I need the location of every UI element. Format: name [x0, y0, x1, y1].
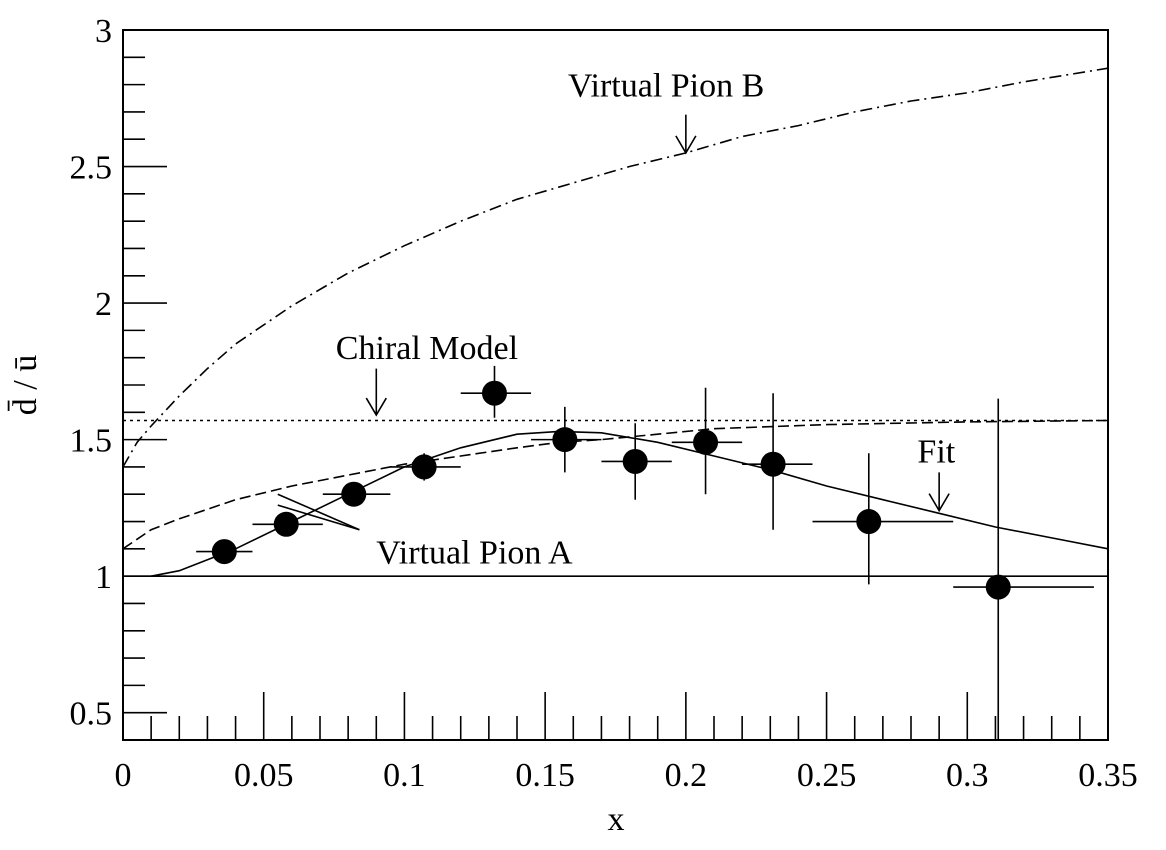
model-curves	[122, 67, 1109, 577]
arrow-head-fit	[928, 493, 950, 513]
x-tick-label: 0.25	[797, 757, 857, 794]
y-tick-labels: 0.5 1 1.5 2 2.5 3	[70, 13, 113, 733]
plot-frame	[122, 29, 1109, 741]
y-tick-label: 2.5	[70, 150, 113, 187]
axis-ticks	[122, 29, 1109, 741]
arrow-head-virtual-pion-b	[675, 135, 697, 155]
arrow-head-chiral-model	[365, 397, 387, 417]
data-point	[273, 511, 299, 537]
y-tick-label: 3	[95, 13, 112, 50]
annotations: Virtual Pion B Chiral Model Fit Virtual Pio…	[277, 68, 956, 572]
data-point	[693, 429, 719, 455]
y-tick-label: 1	[95, 559, 112, 596]
annotation-virtual-pion-b: Virtual Pion B	[568, 68, 764, 105]
x-tick-label: 0.35	[1078, 757, 1138, 794]
x-axis-title: x	[608, 801, 625, 838]
x-tick-label: 0	[115, 757, 132, 794]
data-point	[622, 448, 648, 474]
y-tick-label: 1.5	[70, 423, 113, 460]
data-point	[481, 380, 507, 406]
x-tick-label: 0.15	[515, 757, 575, 794]
pointer-line-virtual-pion-a	[277, 504, 360, 531]
curve-dashed	[122, 419, 1109, 550]
annotation-virtual-pion-a: Virtual Pion A	[376, 535, 573, 572]
data-point	[211, 539, 237, 565]
data-point	[856, 509, 882, 535]
data-point	[552, 427, 578, 453]
data-point	[341, 481, 367, 507]
x-tick-label: 0.05	[234, 757, 294, 794]
data-point	[985, 574, 1011, 600]
y-tick-label: 2	[95, 286, 112, 323]
data-points	[211, 380, 1011, 600]
x-tick-label: 0.3	[946, 757, 989, 794]
pointer-line-virtual-pion-a	[277, 493, 360, 531]
x-tick-label: 0.2	[665, 757, 708, 794]
y-axis-title: d̄ / ū	[7, 355, 44, 415]
x-tick-labels: 0 0.05 0.1 0.15 0.2 0.25 0.3 0.35	[115, 757, 1138, 794]
y-tick-label: 0.5	[70, 696, 113, 733]
data-point	[760, 451, 786, 477]
curve-dashdot	[122, 67, 1109, 468]
annotation-fit: Fit	[917, 434, 955, 471]
x-tick-label: 0.1	[383, 757, 426, 794]
data-point	[411, 454, 437, 480]
annotation-chiral-model: Chiral Model	[336, 330, 518, 367]
